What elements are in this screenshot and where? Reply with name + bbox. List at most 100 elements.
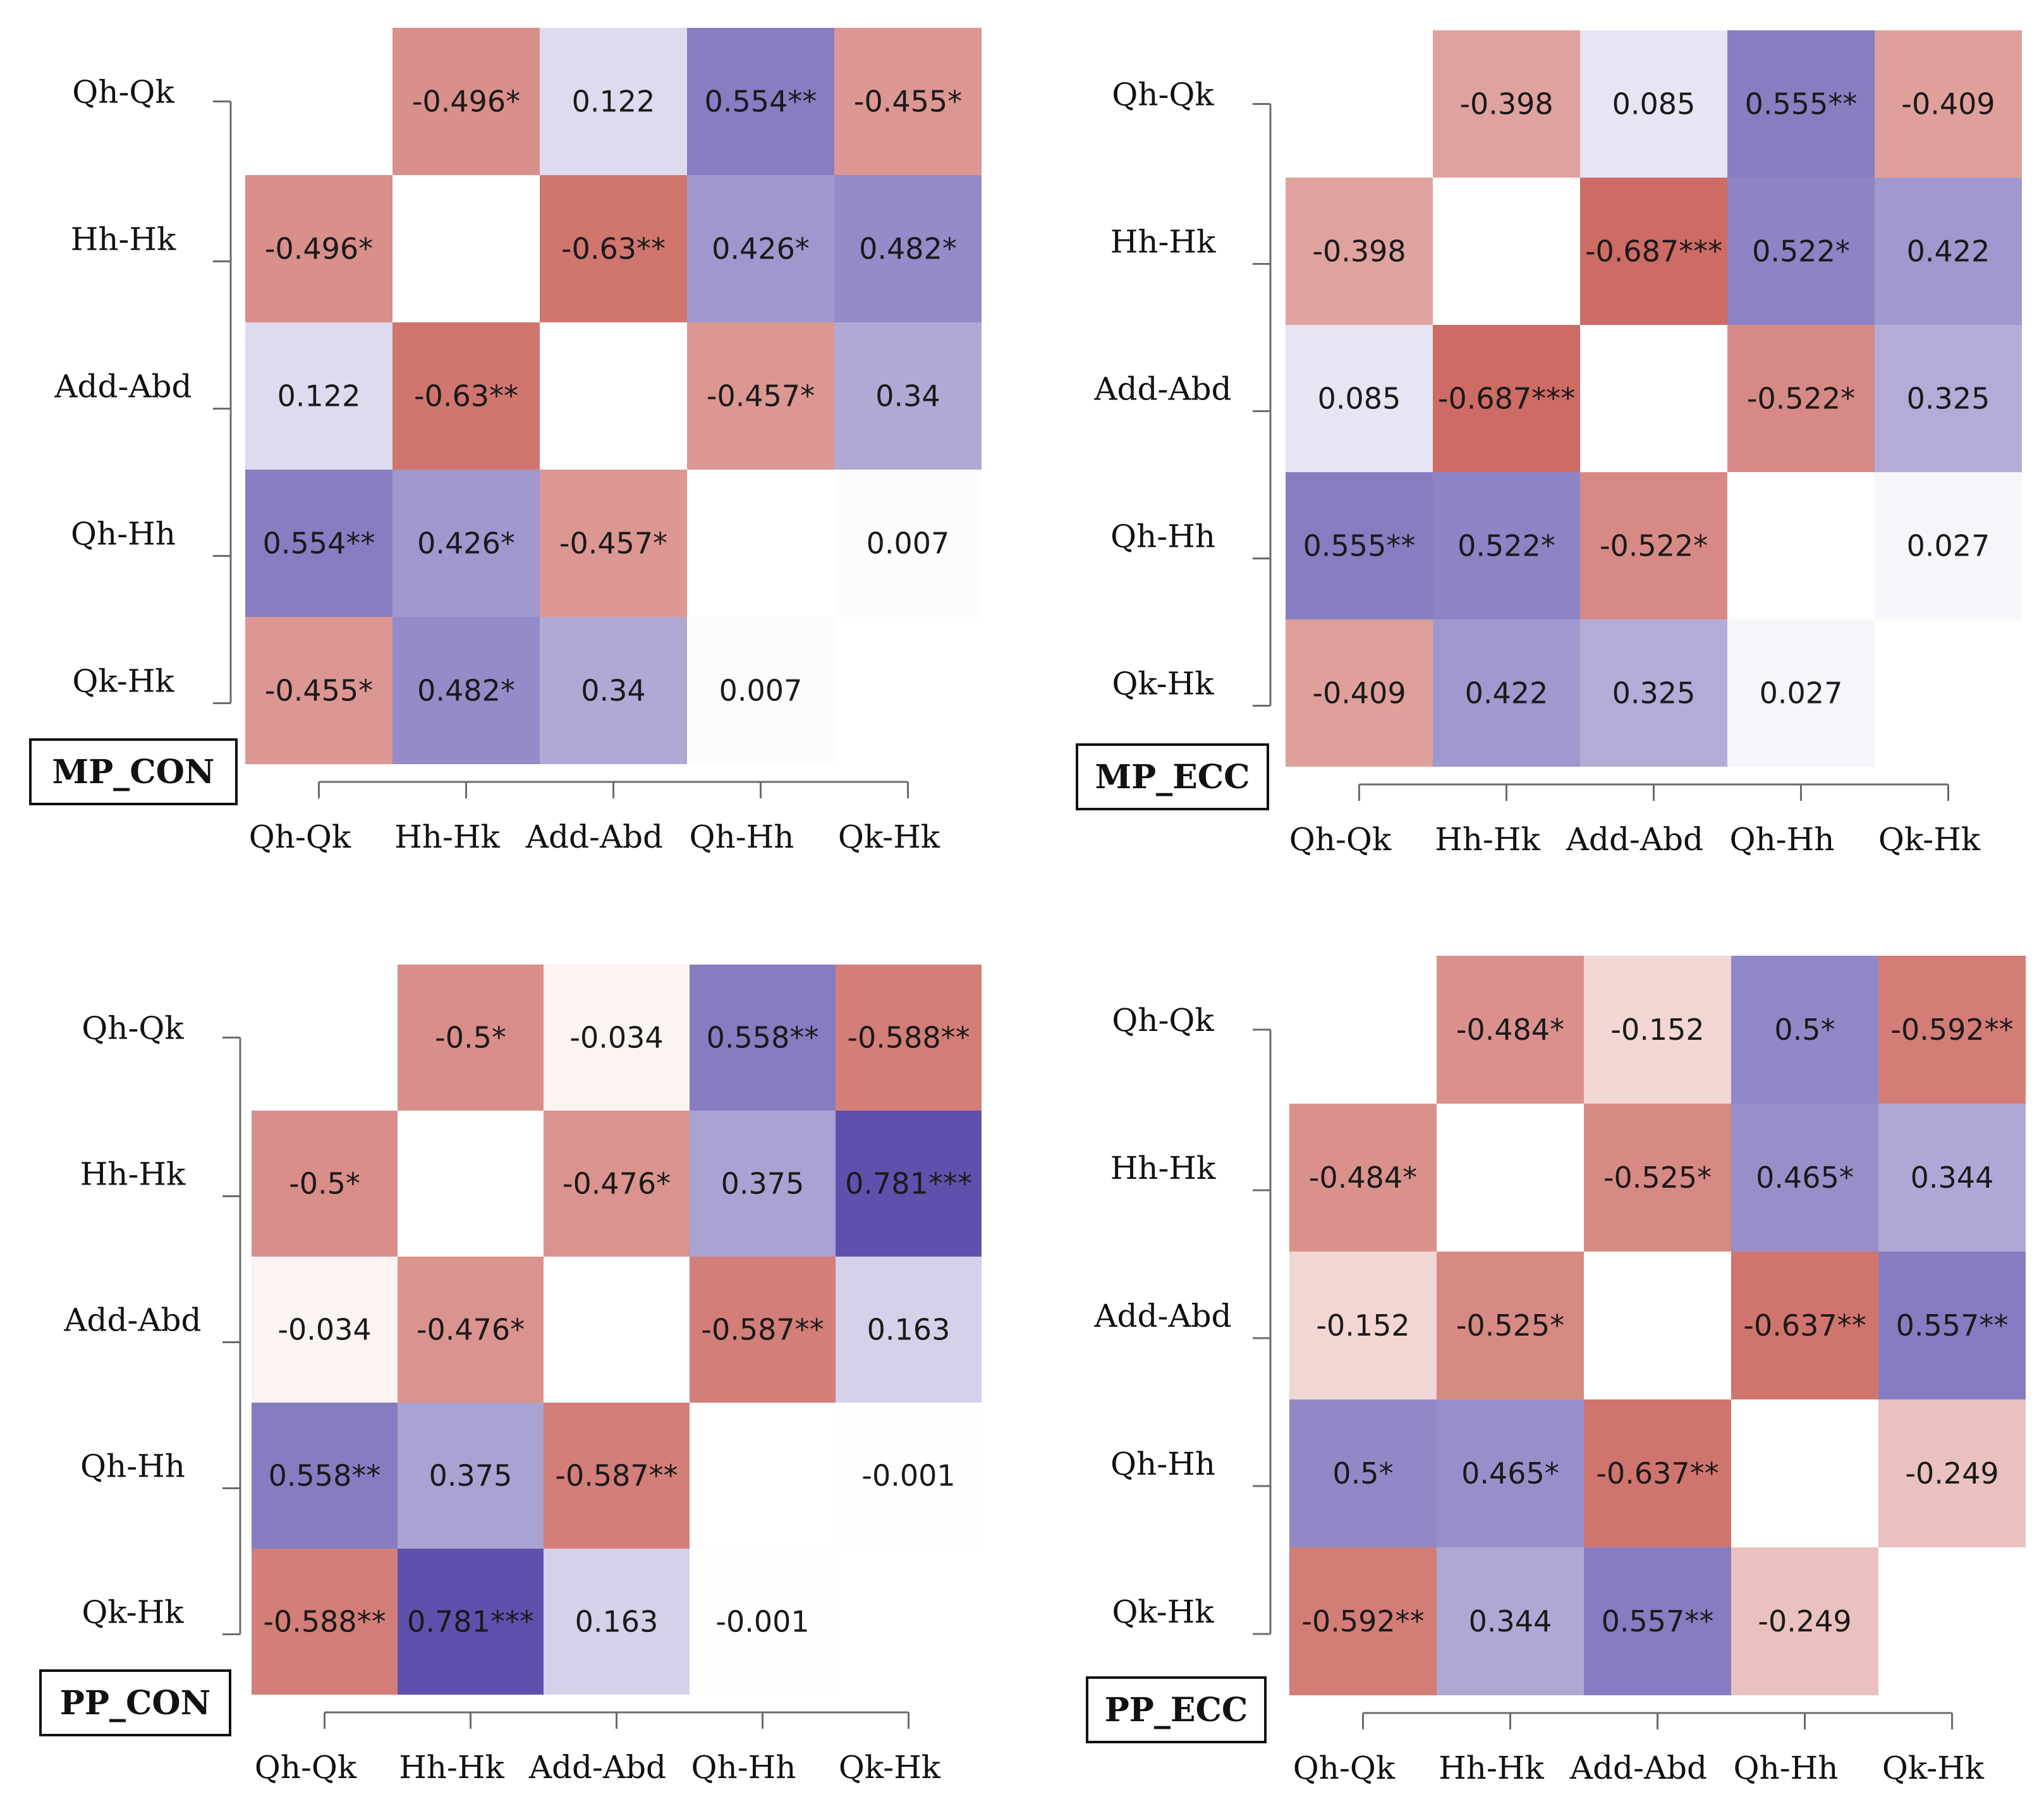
heatmap-cell bbox=[1731, 956, 1878, 1104]
column-tick-label: Qh-Qk bbox=[1293, 1750, 1396, 1786]
cell-value-label: -0.476* bbox=[417, 1313, 525, 1347]
cell-value-label: 0.375 bbox=[429, 1459, 513, 1493]
row-tick-label: Hh-Hk bbox=[80, 1156, 186, 1193]
cell-value-label: 0.122 bbox=[277, 379, 361, 413]
row-tick-label: Hh-Hk bbox=[1110, 224, 1216, 260]
heatmap-cell bbox=[398, 965, 544, 1111]
cell-value-label: -0.588** bbox=[847, 1021, 970, 1055]
row-tick-label: Add-Abd bbox=[1093, 371, 1231, 408]
heatmap-cell bbox=[1878, 1252, 2026, 1399]
cell-value-label: 0.007 bbox=[867, 527, 950, 561]
cell-value-label: 0.085 bbox=[1612, 87, 1696, 121]
panel-title: MP_ECC bbox=[1095, 758, 1250, 796]
heatmap-cell bbox=[1875, 472, 2022, 619]
panel-title: PP_CON bbox=[60, 1684, 210, 1722]
cell-value-label: 0.027 bbox=[1907, 529, 1990, 563]
row-tick-label: Add-Abd bbox=[63, 1302, 201, 1339]
heatmap-cell bbox=[392, 470, 540, 617]
heatmap-cell bbox=[544, 1111, 690, 1257]
cell-value-label: 0.344 bbox=[1469, 1604, 1552, 1638]
cell-value-label: -0.249 bbox=[1905, 1456, 1998, 1490]
cell-value-label: 0.34 bbox=[875, 379, 940, 413]
heatmap-cell bbox=[1584, 1547, 1731, 1695]
cell-value-label: -0.034 bbox=[569, 1021, 663, 1055]
cell-value-label: -0.592** bbox=[1301, 1604, 1424, 1638]
cell-value-label: 0.325 bbox=[1612, 676, 1696, 710]
column-tick-label: Hh-Hk bbox=[1435, 821, 1540, 858]
row-tick-label: Hh-Hk bbox=[1110, 1150, 1216, 1186]
cell-value-label: 0.522* bbox=[1457, 529, 1555, 563]
cell-value-label: -0.484* bbox=[1456, 1013, 1564, 1047]
heatmap-cell bbox=[245, 322, 392, 470]
cell-value-label: -0.637** bbox=[1743, 1308, 1866, 1343]
heatmap-cell bbox=[1437, 1252, 1584, 1399]
row-tick-label: Qk-Hk bbox=[82, 1594, 184, 1631]
cell-value-label: 0.465* bbox=[1756, 1161, 1854, 1195]
cell-value-label: -0.5* bbox=[289, 1167, 360, 1201]
row-tick-label: Qh-Qk bbox=[1112, 1002, 1214, 1039]
cell-value-label: 0.522* bbox=[1752, 235, 1850, 269]
column-tick-label: Hh-Hk bbox=[1439, 1750, 1544, 1786]
heatmap-cell bbox=[834, 28, 982, 175]
column-tick-label: Qh-Hh bbox=[691, 1749, 796, 1786]
heatmap-cell bbox=[1437, 956, 1584, 1104]
heatmap-cell bbox=[1878, 956, 2026, 1104]
heatmap-cell bbox=[1286, 472, 1433, 619]
row-tick-label: Add-Abd bbox=[1093, 1298, 1231, 1334]
heatmap-cell bbox=[1286, 178, 1433, 325]
heatmap-cell bbox=[836, 1111, 982, 1257]
column-tick-label: Qh-Qk bbox=[255, 1749, 357, 1786]
cell-value-label: -0.587** bbox=[701, 1313, 824, 1347]
cell-value-label: 0.557** bbox=[1602, 1604, 1714, 1638]
heatmap-cell bbox=[687, 617, 834, 764]
cell-value-label: -0.496* bbox=[265, 232, 373, 266]
cell-value-label: -0.588** bbox=[263, 1605, 386, 1639]
heatmap-cell bbox=[398, 1403, 544, 1549]
heatmap-panel-pp-ecc: -0.484* -0.152 0.5* -0.592** -0.484* -0.525* 0… bbox=[1086, 956, 2026, 1786]
column-tick-label: Qh-Qk bbox=[1289, 821, 1392, 858]
panel-label-box bbox=[1076, 743, 1269, 810]
cell-value-label: -0.001 bbox=[861, 1459, 955, 1493]
heatmap-cell bbox=[690, 965, 836, 1111]
row-tick-label: Qk-Hk bbox=[1112, 1594, 1214, 1630]
cell-value-label: 0.422 bbox=[1907, 235, 1990, 269]
heatmap-cell bbox=[252, 1257, 398, 1403]
heatmap-cell bbox=[1731, 1547, 1878, 1695]
row-tick-label: Qh-Hh bbox=[1110, 518, 1215, 555]
heatmap-cell bbox=[1878, 1104, 2026, 1252]
column-tick-label: Hh-Hk bbox=[394, 819, 500, 855]
heatmap-cell bbox=[1437, 1399, 1584, 1547]
heatmap-cell bbox=[245, 175, 392, 322]
panel-label-box bbox=[1086, 1676, 1267, 1743]
cell-value-label: -0.525* bbox=[1456, 1308, 1564, 1343]
cell-value-label: 0.027 bbox=[1760, 676, 1843, 710]
heatmap-cell bbox=[392, 617, 540, 764]
cell-value-label: -0.522* bbox=[1600, 529, 1708, 563]
column-tick-label: Qk-Hk bbox=[1878, 821, 1981, 858]
cell-value-label: 0.781*** bbox=[845, 1167, 972, 1201]
heatmap-cell bbox=[687, 175, 834, 322]
heatmap-cell bbox=[544, 1549, 690, 1695]
heatmap-cell bbox=[544, 965, 690, 1111]
cell-value-label: -0.5* bbox=[435, 1021, 506, 1055]
heatmap-cell bbox=[1580, 178, 1727, 325]
cell-value-label: -0.63** bbox=[561, 232, 666, 266]
row-tick-label: Qh-Hh bbox=[71, 516, 176, 552]
heatmap-cell bbox=[1584, 956, 1731, 1104]
cell-value-label: -0.587** bbox=[555, 1459, 678, 1493]
cell-value-label: -0.592** bbox=[1890, 1013, 2013, 1047]
column-tick-label: Qh-Hh bbox=[1734, 1750, 1839, 1786]
heatmap-cell bbox=[1875, 30, 2022, 178]
column-tick-label: Add-Abd bbox=[1569, 1750, 1707, 1786]
row-tick-label: Qh-Qk bbox=[1112, 76, 1214, 113]
column-tick-label: Hh-Hk bbox=[399, 1749, 504, 1786]
cell-value-label: -0.687*** bbox=[1585, 235, 1722, 269]
cell-value-label: 0.558** bbox=[707, 1021, 819, 1055]
heatmap-cell bbox=[1289, 1547, 1437, 1695]
heatmap-panel-pp-con: -0.5* -0.034 0.558** -0.588** -0.5* -0.476* 0.… bbox=[39, 965, 982, 1786]
heatmap-cell bbox=[1727, 30, 1875, 178]
cell-value-label: 0.122 bbox=[572, 85, 655, 119]
heatmap-cell bbox=[1433, 619, 1580, 767]
cell-value-label: -0.001 bbox=[715, 1605, 809, 1639]
